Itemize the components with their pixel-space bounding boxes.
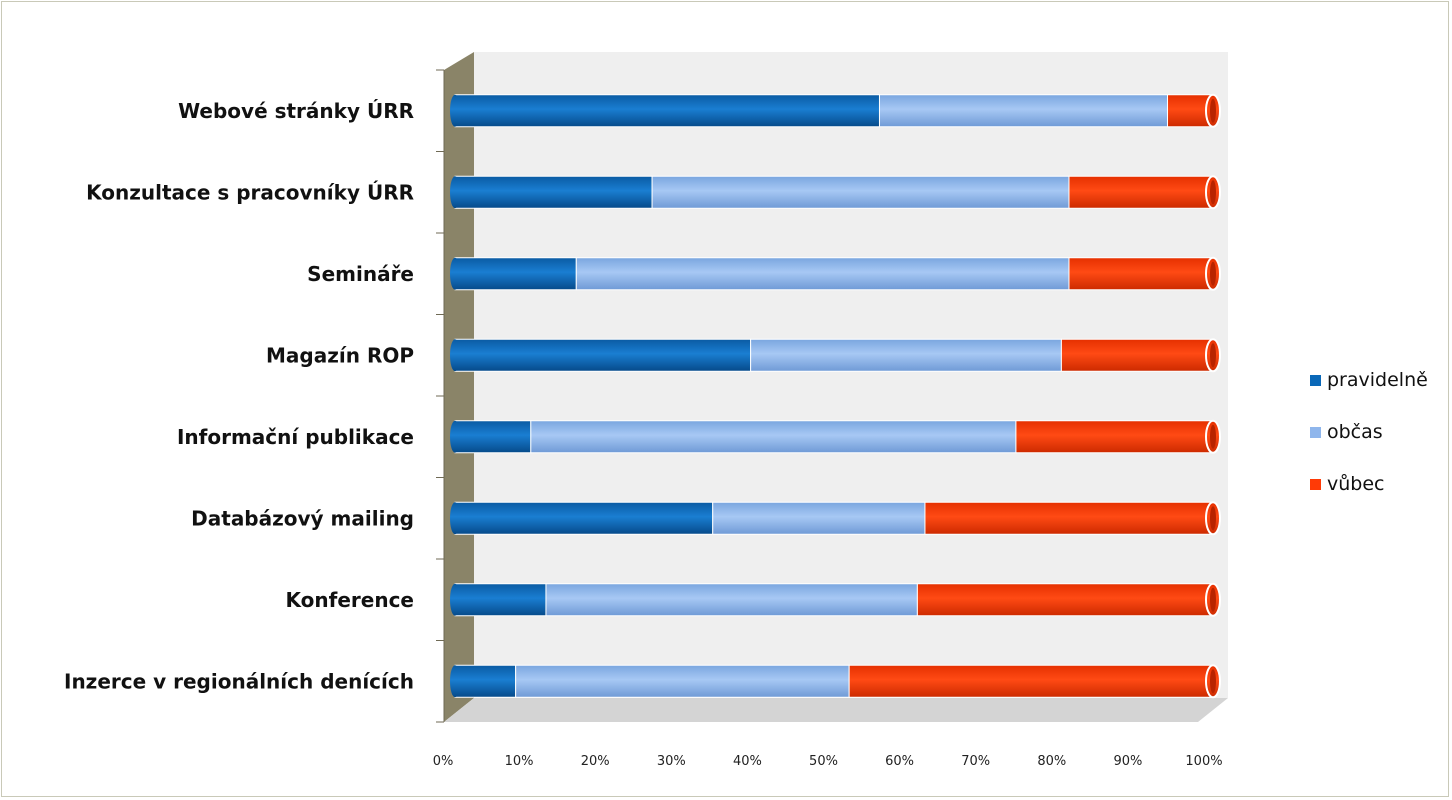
bar-end-cap-inner	[1210, 587, 1216, 612]
legend-swatch	[1310, 479, 1321, 490]
bar-segment-vubec	[1015, 420, 1214, 454]
x-tick-label: 70%	[961, 754, 990, 769]
x-tick-label: 30%	[657, 754, 686, 769]
bar-end-cap-inner	[1210, 343, 1216, 368]
category-label: Informační publikace	[177, 425, 414, 449]
bar-segment-pravidelne	[454, 501, 714, 535]
legend-label: pravidelně	[1327, 369, 1428, 391]
bar-segment-vubec	[848, 664, 1214, 698]
x-tick-label: 60%	[885, 754, 914, 769]
bar-segment-obcas	[575, 257, 1070, 291]
bar-segment-vubec	[1068, 257, 1214, 291]
bars-group	[450, 93, 1221, 699]
x-tick-label: 90%	[1113, 754, 1142, 769]
bar-start-cap	[450, 94, 460, 127]
bar-segment-obcas	[750, 338, 1062, 372]
legend-swatch	[1310, 427, 1321, 438]
bar-segment-pravidelne	[454, 583, 547, 617]
bar-start-cap	[450, 502, 460, 535]
bar-start-cap	[450, 257, 460, 290]
x-tick-label: 10%	[505, 754, 534, 769]
bar-segment-vubec	[1060, 338, 1214, 372]
bar-segment-obcas	[878, 94, 1169, 128]
bar-segment-obcas	[712, 501, 926, 535]
bar-segment-obcas	[651, 175, 1070, 209]
bar-start-cap	[450, 339, 460, 372]
legend-label: vůbec	[1327, 473, 1384, 495]
bar-segment-vubec	[1068, 175, 1214, 209]
bar-end-cap-inner	[1210, 424, 1216, 449]
bar-segment-obcas	[530, 420, 1017, 454]
bar-segment-pravidelne	[454, 175, 653, 209]
bar-start-cap	[450, 176, 460, 209]
bar-segment-pravidelne	[454, 664, 517, 698]
x-tick-label: 40%	[733, 754, 762, 769]
x-tick-label: 100%	[1185, 754, 1222, 769]
legend-swatch	[1310, 375, 1321, 386]
y-axis-ticks	[436, 69, 444, 723]
bar-start-cap	[450, 583, 460, 616]
category-label: Magazín ROP	[266, 343, 414, 367]
bar-segment-pravidelne	[454, 420, 532, 454]
legend-label: občas	[1327, 421, 1383, 443]
bar-segment-pravidelne	[454, 257, 577, 291]
bar-segment-vubec	[916, 583, 1214, 617]
bar-segment-obcas	[515, 664, 850, 698]
bar-segment-pravidelne	[454, 338, 752, 372]
bar-end-cap-inner	[1210, 506, 1216, 531]
bar-end-cap-inner	[1210, 261, 1216, 286]
category-labels: Webové stránky ÚRR Konzultace s pracovník…	[64, 99, 414, 694]
bar-end-cap-inner	[1210, 180, 1216, 205]
legend: pravidelně občas vůbec	[1310, 369, 1428, 495]
x-tick-label: 20%	[581, 754, 610, 769]
bar-end-cap-inner	[1210, 98, 1216, 123]
x-tick-label: 50%	[809, 754, 838, 769]
category-label: Semináře	[307, 262, 414, 286]
bar-end-cap-inner	[1210, 669, 1216, 694]
bar-segment-obcas	[545, 583, 918, 617]
bar-start-cap	[450, 420, 460, 453]
bar-segment-vubec	[924, 501, 1214, 535]
category-label: Konference	[286, 588, 414, 612]
x-tick-label: 80%	[1037, 754, 1066, 769]
category-label: Konzultace s pracovníky ÚRR	[86, 180, 414, 204]
x-axis-tick-labels: 0% 10% 20% 30% 40% 50% 60% 70% 80% 90% 100%	[433, 754, 1223, 769]
plot-left-wall	[444, 52, 474, 722]
plot-back-wall	[474, 52, 1228, 698]
plot-floor	[444, 698, 1228, 722]
bar-segment-pravidelne	[454, 94, 880, 128]
x-tick-label: 0%	[433, 754, 454, 769]
category-label: Webové stránky ÚRR	[178, 99, 414, 123]
bar-start-cap	[450, 665, 460, 698]
category-label: Inzerce v regionálních denících	[64, 669, 414, 693]
category-label: Databázový mailing	[191, 506, 414, 530]
